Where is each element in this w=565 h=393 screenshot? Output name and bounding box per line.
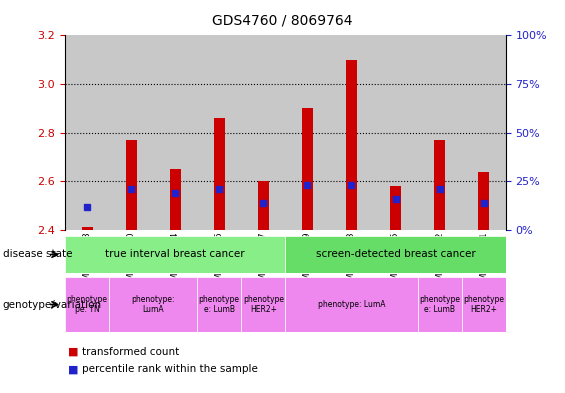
Bar — [65, 277, 109, 332]
Bar — [285, 35, 329, 230]
Bar — [462, 35, 506, 230]
Bar — [285, 277, 418, 332]
Bar — [329, 35, 373, 230]
Bar — [197, 35, 241, 230]
Bar — [462, 277, 506, 332]
Bar — [214, 118, 225, 230]
Text: ■: ■ — [68, 364, 79, 375]
Text: genotype/variation: genotype/variation — [3, 299, 102, 310]
Bar — [418, 277, 462, 332]
Bar — [153, 35, 197, 230]
Text: phenotype: LumA: phenotype: LumA — [318, 300, 385, 309]
Bar — [65, 236, 285, 273]
Bar — [109, 35, 153, 230]
Bar — [125, 140, 137, 230]
Text: phenotype
e: LumB: phenotype e: LumB — [419, 295, 460, 314]
Bar — [197, 277, 241, 332]
Text: disease state: disease state — [3, 250, 72, 259]
Bar — [81, 228, 93, 230]
Text: phenotype
HER2+: phenotype HER2+ — [243, 295, 284, 314]
Bar — [478, 171, 489, 230]
Text: phenotype
pe: TN: phenotype pe: TN — [67, 295, 107, 314]
Bar — [302, 108, 313, 230]
Text: GDS4760 / 8069764: GDS4760 / 8069764 — [212, 14, 353, 28]
Bar — [285, 236, 506, 273]
Bar — [241, 277, 285, 332]
Bar — [434, 140, 445, 230]
Text: percentile rank within the sample: percentile rank within the sample — [82, 364, 258, 375]
Text: phenotype:
LumA: phenotype: LumA — [132, 295, 175, 314]
Bar — [373, 35, 418, 230]
Text: screen-detected breast cancer: screen-detected breast cancer — [316, 250, 475, 259]
Bar — [65, 35, 109, 230]
Bar — [346, 60, 357, 230]
Bar — [109, 277, 197, 332]
Text: true interval breast cancer: true interval breast cancer — [105, 250, 245, 259]
Text: ■: ■ — [68, 347, 79, 357]
Bar — [241, 35, 285, 230]
Bar — [258, 181, 269, 230]
Bar — [170, 169, 181, 230]
Text: phenotype
HER2+: phenotype HER2+ — [463, 295, 504, 314]
Bar — [418, 35, 462, 230]
Text: transformed count: transformed count — [82, 347, 179, 357]
Text: phenotype
e: LumB: phenotype e: LumB — [199, 295, 240, 314]
Bar — [390, 186, 401, 230]
